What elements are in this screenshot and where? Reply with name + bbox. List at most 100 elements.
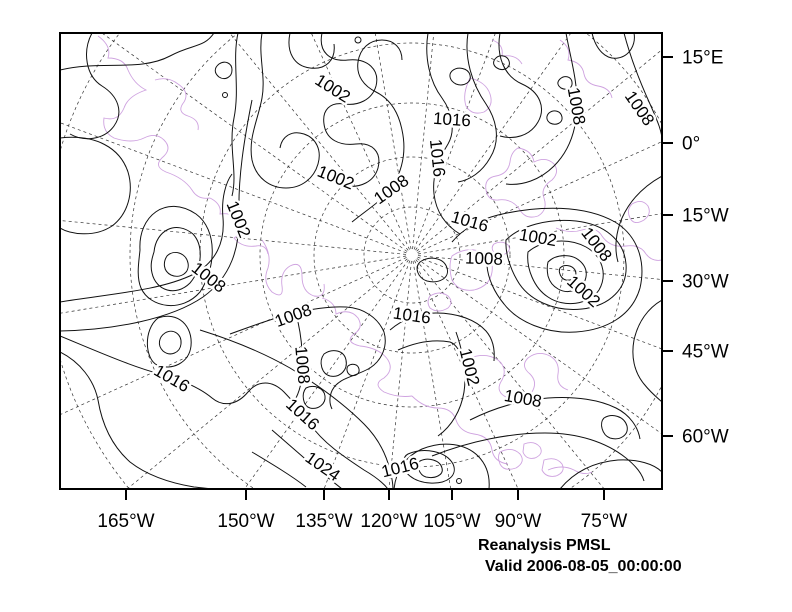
coastline-path — [485, 147, 557, 218]
right-axis-tick-label: 45°W — [682, 342, 729, 363]
coastline-path — [411, 395, 509, 465]
isobar-contour — [449, 67, 471, 86]
meridian-line — [60, 257, 407, 416]
isobar-contour — [505, 219, 627, 310]
isobar-contour — [469, 397, 641, 440]
contour-value-label: 1008 — [503, 386, 544, 411]
coastline-path — [97, 35, 211, 199]
isobar-contour — [389, 312, 495, 362]
right-axis-tick-label: 15°W — [682, 206, 729, 227]
isobar-contour — [320, 350, 347, 377]
bottom-axis-tick-label: 75°W — [581, 511, 628, 532]
isobar-contour — [69, 33, 120, 140]
isobar-contour — [416, 257, 448, 283]
contour-value-label: 1002 — [312, 70, 354, 106]
meridian-line — [60, 220, 407, 255]
isobar-contour — [320, 33, 380, 187]
isobar-contour — [137, 205, 213, 306]
contour-value-label: 1008 — [291, 345, 313, 384]
isobar-contour — [146, 315, 192, 368]
isobar-contour — [546, 255, 587, 292]
isobar-contour — [351, 39, 405, 223]
isobar-contour — [493, 55, 510, 70]
isobar-contour — [456, 478, 463, 484]
isobar-contour — [346, 363, 360, 377]
isobar-contour — [615, 175, 662, 263]
meridian-line — [417, 213, 662, 255]
contour-value-label: 1016 — [151, 361, 193, 396]
isobar-contour — [451, 207, 643, 333]
meridian-line — [416, 49, 662, 252]
contour-value-label: 1002 — [456, 346, 484, 387]
isobar-contour — [60, 136, 131, 235]
coastline-path — [261, 239, 325, 297]
contour-value-label: 1008 — [564, 86, 589, 127]
coastline-path — [498, 449, 523, 470]
coastline-path — [522, 442, 542, 459]
isobar-contour — [546, 110, 563, 125]
isobar-contours — [60, 33, 662, 489]
meridian-line — [388, 260, 412, 489]
isobar-contour — [437, 331, 466, 437]
right-axis-tick-label: 0° — [682, 134, 700, 155]
coastline-path — [541, 458, 564, 477]
isobar-contour — [397, 340, 459, 351]
isobar-contour — [231, 33, 239, 197]
bottom-axis-tick-label: 105°W — [423, 511, 480, 532]
map-border — [59, 32, 663, 490]
isobar-contour — [457, 33, 497, 183]
isobar-contour — [229, 306, 386, 410]
isobar-contour — [251, 451, 307, 488]
latitude-circle — [199, 42, 625, 468]
coastline-path — [559, 39, 613, 99]
bottom-axis-tick-label: 150°W — [217, 511, 274, 532]
coastline-path — [464, 77, 492, 114]
isobar-contour — [60, 335, 389, 489]
meridian-line — [310, 33, 410, 250]
contour-labels: 1002 1016 1008 1008 1016 1002 1002 1008 1016 1002… — [148, 68, 661, 488]
isobar-contour — [559, 459, 662, 489]
meridian-line — [60, 122, 407, 254]
bottom-axis-tick-label: 135°W — [295, 511, 352, 532]
isobar-contour — [601, 415, 628, 440]
isobar-contour — [632, 299, 662, 403]
meridian-line — [417, 256, 662, 350]
isobar-contour — [158, 330, 182, 355]
isobar-contour — [60, 33, 215, 71]
contour-value-label: 1008 — [272, 300, 314, 331]
coastline-path — [427, 292, 452, 312]
isobar-contour — [60, 99, 253, 332]
isobar-contour — [150, 227, 201, 292]
isobar-contour — [354, 36, 362, 44]
isobar-contour — [527, 240, 604, 305]
isobar-contour — [199, 329, 394, 489]
meridian-line — [229, 33, 409, 251]
coastline-path — [491, 39, 523, 65]
coastline-path — [627, 201, 650, 223]
isobar-contour — [426, 33, 461, 235]
coastline-path — [449, 249, 493, 291]
isobar-contour — [402, 450, 455, 484]
contour-value-label: 1016 — [449, 207, 491, 236]
meridian-line — [412, 260, 452, 489]
coastline-path — [209, 197, 269, 255]
isobar-contour — [222, 92, 229, 98]
axis-ticks-labels: 15°E 0° 15°W 30°W 45°W 60°W 165°W 150°W 135°W 120… — [97, 48, 728, 533]
isobar-contour — [271, 429, 343, 489]
contour-value-label: 1008 — [188, 258, 230, 296]
meridian-line — [323, 260, 411, 489]
right-axis-tick-label: 60°W — [682, 427, 729, 448]
meridian-line — [244, 259, 409, 489]
contour-value-label: 1002 — [223, 198, 255, 240]
meridian-line — [60, 255, 407, 314]
meridian-line — [101, 33, 408, 252]
isobar-contour — [214, 61, 233, 80]
isobar-contour — [623, 33, 662, 141]
contour-value-label: 1016 — [432, 109, 471, 131]
meridian-line — [413, 33, 496, 250]
isobar-contour — [498, 33, 542, 138]
isobar-contour — [60, 351, 217, 489]
contour-value-label: 1016 — [426, 138, 449, 178]
meridian-line — [374, 33, 412, 250]
